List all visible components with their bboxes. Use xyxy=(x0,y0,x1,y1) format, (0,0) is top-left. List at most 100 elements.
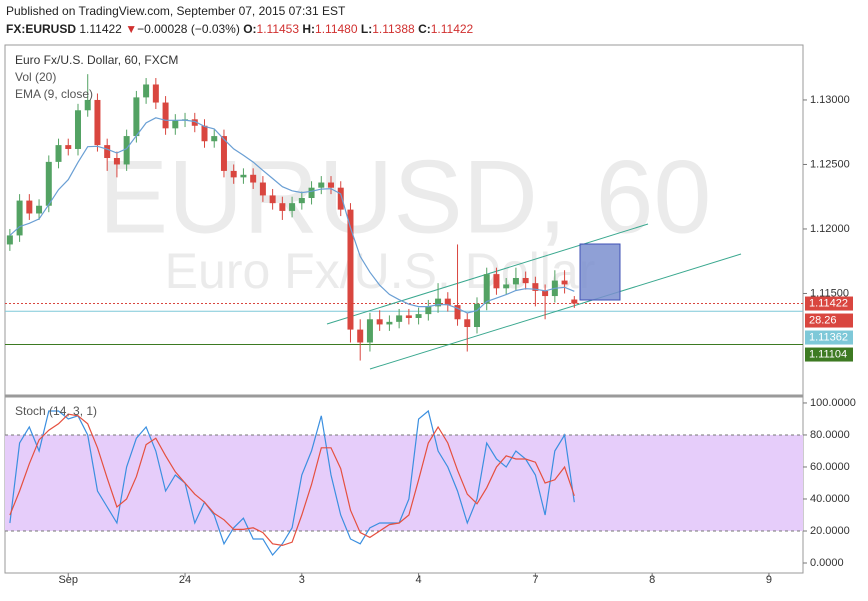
candle-body xyxy=(308,187,315,199)
candle-body xyxy=(133,97,140,137)
candle-body xyxy=(279,203,286,211)
watermark-symbol: EURUSD, 60 xyxy=(99,139,712,255)
y-tick-label: 80.0000 xyxy=(810,429,850,441)
candle-body xyxy=(347,209,354,330)
candle-body xyxy=(337,187,344,210)
y-tick-label: 1.12000 xyxy=(810,223,850,235)
candle-body xyxy=(16,200,23,236)
candle-body xyxy=(74,110,81,149)
candle-body xyxy=(473,303,480,328)
candle-body xyxy=(357,329,364,343)
candle-body xyxy=(191,119,198,126)
candle-body xyxy=(250,174,257,183)
y-tick-label: 100.0000 xyxy=(810,397,856,409)
y-tick-label: 1.11500 xyxy=(810,287,849,299)
candle-body xyxy=(503,284,510,289)
candle-body xyxy=(65,145,72,149)
candle-body xyxy=(386,321,393,325)
ohlc: O:1.11453 H:1.11480 L:1.11388 C:1.11422 xyxy=(243,22,473,36)
ohlc-label: H: xyxy=(302,22,316,36)
price-badge-label: 1.11362 xyxy=(809,331,848,343)
candle-body xyxy=(220,136,227,171)
legend-study: Stoch (14, 3, 1) xyxy=(15,404,97,418)
x-tick-label: 9 xyxy=(766,574,772,586)
x-tick-label: 7 xyxy=(532,574,538,586)
candle-body xyxy=(522,277,529,284)
y-tick-label: 0.0000 xyxy=(810,557,844,569)
change: −0.00028 (−0.03%) xyxy=(137,22,240,36)
candle-body xyxy=(230,170,237,178)
x-tick-label: 3 xyxy=(299,574,305,586)
ohlc-value: 1.11480 xyxy=(315,22,358,36)
candle-body xyxy=(45,161,52,206)
ohlc-label: L: xyxy=(360,22,373,36)
channel-line xyxy=(326,223,649,325)
price-badge xyxy=(805,313,853,328)
plot-frame xyxy=(4,44,804,574)
stoch-band xyxy=(5,434,803,531)
candle-body xyxy=(201,125,208,142)
candle-body xyxy=(512,277,519,285)
candle-body xyxy=(84,99,91,111)
price-badge xyxy=(805,330,853,345)
candle-body xyxy=(483,274,490,304)
price-badge-label: 1.11104 xyxy=(809,348,847,360)
published-line: Published on TradingView.com, September … xyxy=(6,4,346,18)
candle-body xyxy=(36,205,43,214)
candle-body xyxy=(123,136,130,165)
price-badge-label: 1.11422 xyxy=(809,297,848,309)
quote-line: FX:EURUSD 1.11422 ▼−0.00028 (−0.03%) O:1… xyxy=(6,22,473,36)
y-tick-label: 1.12500 xyxy=(810,158,850,170)
candle-body xyxy=(435,298,442,307)
price-badge xyxy=(805,347,853,362)
price-badge xyxy=(805,296,853,311)
candle-body xyxy=(259,182,266,196)
x-tick-label: 24 xyxy=(179,574,191,586)
x-tick-label: 8 xyxy=(649,574,655,586)
y-tick-label: 20.0000 xyxy=(810,525,850,537)
candle-body xyxy=(143,84,150,98)
candle-body xyxy=(289,203,296,211)
candle-body xyxy=(454,305,461,320)
down-arrow: ▼ xyxy=(125,22,138,36)
candle-body xyxy=(366,319,373,343)
y-tick-label: 40.0000 xyxy=(810,493,850,505)
price-badge-label: 28.26 xyxy=(809,314,837,326)
ohlc-value: 1.11453 xyxy=(256,22,300,36)
last-price: 1.11422 xyxy=(79,22,122,36)
candle-body xyxy=(172,120,179,129)
candle-body xyxy=(328,182,335,188)
series-line xyxy=(9,413,575,547)
candle-body xyxy=(104,145,111,159)
candle-body xyxy=(6,235,13,245)
candle-body xyxy=(113,158,120,165)
candle-body xyxy=(425,306,432,315)
candle-body xyxy=(493,274,500,289)
candle-body xyxy=(152,84,159,103)
candle-body xyxy=(298,198,305,204)
symbol: FX:EURUSD xyxy=(6,22,77,36)
candle-body xyxy=(318,182,325,188)
candle-body xyxy=(211,136,218,142)
legend-study: EMA (9, close) xyxy=(15,87,93,101)
candle-body xyxy=(444,298,451,306)
candle-body xyxy=(26,200,33,214)
candle-body xyxy=(464,319,471,328)
x-tick-label: 4 xyxy=(416,574,422,586)
candle-body xyxy=(240,174,247,178)
ohlc-value: 1.11388 xyxy=(372,22,415,36)
candle-body xyxy=(162,102,169,129)
x-tick-label: Sep xyxy=(58,574,78,586)
ohlc-label: C: xyxy=(418,22,431,36)
ohlc-value: 1.11422 xyxy=(430,22,474,36)
series-line xyxy=(9,117,575,314)
series-line xyxy=(9,409,575,557)
candle-body xyxy=(561,280,568,285)
candle-body xyxy=(269,195,276,204)
channel-line xyxy=(369,253,742,370)
y-tick-label: 60.0000 xyxy=(810,461,850,473)
candle-body xyxy=(405,315,412,318)
watermark-name: Euro Fx/U.S. Dollar xyxy=(165,243,596,299)
